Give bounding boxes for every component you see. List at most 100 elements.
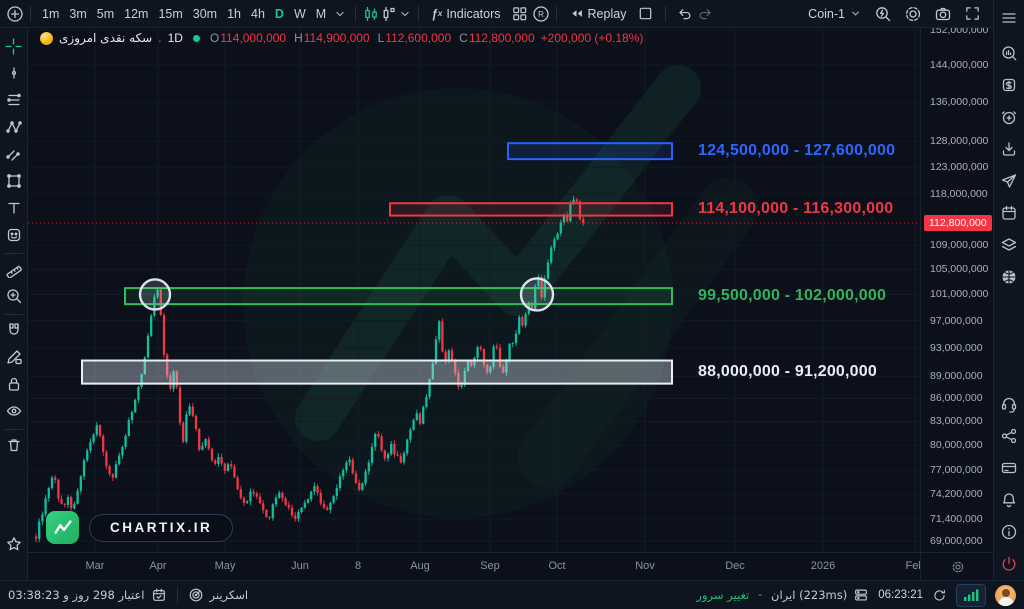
chart-area[interactable] — [28, 28, 920, 552]
change-server-link[interactable]: تغییر سرور — [696, 588, 750, 602]
globe-icon[interactable] — [996, 264, 1022, 290]
chartix-logo: CHARTIX.IR — [46, 511, 234, 544]
replay-button[interactable]: Replay — [563, 2, 633, 26]
timeframe-D[interactable]: D — [274, 6, 284, 21]
timeframe-1m[interactable]: 1m — [42, 6, 60, 21]
user-avatar[interactable] — [995, 584, 1016, 606]
candlestick-chart[interactable] — [28, 28, 920, 552]
toolbar-separator — [4, 314, 23, 315]
timeframe-4h[interactable]: 4h — [251, 6, 265, 21]
download-icon[interactable] — [996, 136, 1022, 162]
zone-green[interactable] — [124, 287, 673, 306]
lock-all-icon[interactable] — [2, 372, 26, 396]
layers-icon[interactable] — [996, 232, 1022, 258]
layout-selector[interactable]: Coin-1 — [802, 2, 868, 26]
timeframe-15m[interactable]: 15m — [158, 6, 183, 21]
layout-grid-icon[interactable] — [511, 5, 528, 22]
share-icon[interactable] — [996, 423, 1022, 449]
toolbar-separator — [30, 5, 31, 22]
trendline-icon[interactable] — [2, 61, 26, 85]
dash-separator: - — [758, 589, 763, 601]
zone-blue[interactable] — [507, 142, 673, 161]
market-status-dot — [192, 34, 200, 42]
calendar-icon[interactable] — [996, 200, 1022, 226]
pattern-xabcd-icon[interactable] — [2, 115, 26, 139]
time-tick-Mar: Mar — [85, 560, 105, 572]
time-axis[interactable]: Mar Apr May Jun 8 Aug Sep Oct Nov Dec 2026 Feb — [28, 552, 924, 581]
screener-button[interactable]: اسکرینر — [188, 587, 248, 603]
price-tick: 77,000,000 — [930, 464, 983, 477]
timeframe-5m[interactable]: 5m — [96, 6, 115, 21]
timeframe-30m[interactable]: 30m — [192, 6, 218, 21]
timeframe-M[interactable]: M — [315, 6, 327, 21]
zoom-in-icon[interactable] — [2, 284, 26, 308]
bell-icon[interactable] — [996, 487, 1022, 513]
menu-icon[interactable] — [996, 5, 1022, 31]
send-icon[interactable] — [996, 168, 1022, 194]
dollar-icon[interactable] — [996, 72, 1022, 98]
time-tick-Sep: Sep — [480, 560, 500, 572]
toolbar-separator — [555, 5, 557, 22]
toolbar-separator — [665, 5, 667, 22]
symbol-name[interactable]: سکه نقدی امروزی — [59, 31, 153, 45]
stats-bars-button[interactable] — [956, 583, 986, 607]
chartix-logo-icon — [46, 511, 79, 544]
magnet-icon[interactable] — [2, 318, 26, 342]
sticker-icon[interactable] — [2, 223, 26, 247]
interval-label[interactable]: 1D — [167, 31, 183, 45]
replay-r-icon[interactable]: R — [532, 5, 550, 23]
timeframe-W[interactable]: W — [293, 6, 306, 21]
trash-icon[interactable] — [2, 433, 26, 457]
time-tick-Apr: Apr — [149, 560, 167, 572]
price-tick: 128,000,000 — [930, 135, 989, 148]
crosshair-icon[interactable] — [2, 34, 26, 58]
timeframe-3m[interactable]: 3m — [69, 6, 87, 21]
server-label: ایران (223ms) — [771, 588, 848, 602]
chevron-down-icon[interactable] — [333, 7, 347, 21]
price-tick: 97,000,000 — [930, 314, 983, 327]
settings-gear-icon[interactable] — [904, 5, 922, 23]
camera-icon[interactable] — [934, 5, 952, 23]
zone-red[interactable] — [389, 202, 673, 217]
headset-icon[interactable] — [996, 391, 1022, 417]
shapes-icon[interactable] — [2, 169, 26, 193]
timeframe-12m[interactable]: 12m — [124, 6, 149, 21]
hide-drawings-icon[interactable] — [2, 399, 26, 423]
hollow-candle-style-icon[interactable] — [380, 5, 398, 23]
info-icon[interactable] — [996, 519, 1022, 545]
refresh-icon[interactable] — [932, 588, 947, 603]
axis-gear-icon[interactable] — [951, 560, 965, 574]
server-status[interactable]: ایران (223ms) — [771, 587, 869, 603]
right-sidebar — [993, 0, 1024, 580]
drawing-toolbar — [0, 28, 28, 580]
draw-lock-icon[interactable] — [2, 345, 26, 369]
redo-icon[interactable] — [697, 5, 714, 22]
timeframe-1h[interactable]: 1h — [227, 6, 242, 21]
fib-retracement-icon[interactable] — [2, 88, 26, 112]
projection-icon[interactable] — [2, 142, 26, 166]
ruler-icon[interactable] — [2, 257, 26, 281]
power-icon[interactable] — [996, 551, 1022, 577]
rewind-icon — [569, 6, 584, 21]
price-axis[interactable]: 152,000,000 144,000,000 136,000,000 128,000… — [920, 28, 994, 552]
layout-single-icon[interactable] — [637, 5, 654, 22]
add-symbol-icon[interactable] — [6, 5, 24, 23]
favorites-star-icon[interactable] — [2, 532, 26, 556]
data-window-icon[interactable] — [996, 40, 1022, 66]
alarm-plus-icon[interactable] — [996, 104, 1022, 130]
quick-search-icon[interactable] — [874, 5, 892, 23]
ohlc-item-L: L112,600,000 — [377, 31, 452, 45]
card-icon[interactable] — [996, 455, 1022, 481]
zone-white[interactable] — [81, 359, 673, 385]
price-tick: 74,200,000 — [930, 487, 983, 500]
candle-style-icon[interactable] — [362, 5, 380, 23]
fullscreen-icon[interactable] — [964, 5, 981, 22]
undo-icon[interactable] — [676, 5, 693, 22]
price-tick: 136,000,000 — [930, 95, 989, 108]
chevron-down-icon[interactable] — [398, 7, 412, 21]
time-tick-Aug: Aug — [410, 560, 430, 572]
text-icon[interactable] — [2, 196, 26, 220]
price-tick: 69,000,000 — [930, 535, 983, 547]
chevron-down-icon — [849, 7, 862, 20]
